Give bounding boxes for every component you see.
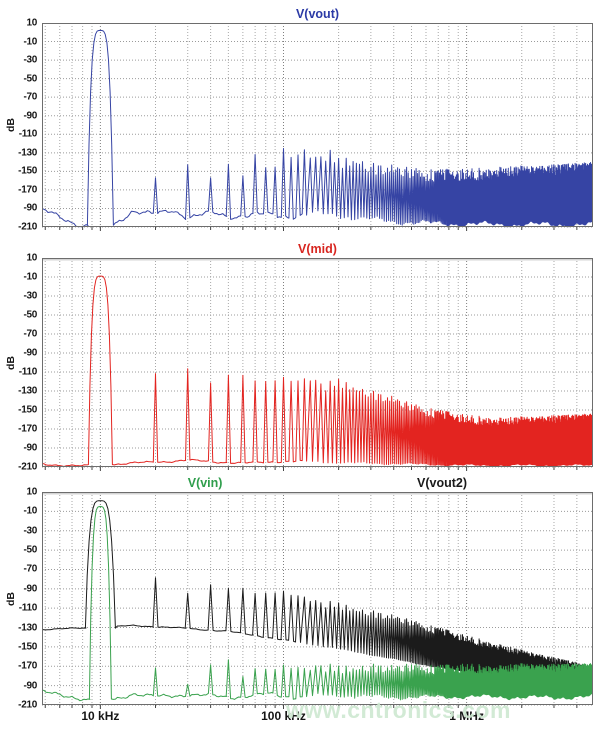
y-tick-label: -150 bbox=[18, 165, 37, 177]
series-V(vin) bbox=[42, 506, 593, 702]
y-tick-label: 10 bbox=[26, 486, 37, 498]
spectrum-panel-vin-vout2: V(vin) V(vout2) 10 -10 -30 -50 -70 -90 -110 -130… bbox=[0, 467, 600, 730]
y-tick-label: -170 bbox=[18, 660, 37, 672]
y-tick-label: -110 bbox=[18, 602, 38, 614]
y-tick-label: -90 bbox=[23, 110, 37, 122]
plot-title: V(vout2) bbox=[417, 476, 468, 490]
y-tick-label: -110 bbox=[18, 366, 38, 378]
y-tick-label: -90 bbox=[23, 583, 37, 595]
y-tick-label: -90 bbox=[23, 347, 37, 359]
y-tick-label: -170 bbox=[18, 423, 37, 435]
y-tick-label: -50 bbox=[23, 73, 37, 85]
series-V(vout2) bbox=[42, 500, 593, 692]
y-tick-label: -30 bbox=[23, 525, 37, 537]
watermark: www.cntronics.com bbox=[286, 697, 511, 723]
panel-title-row: V(mid) bbox=[42, 227, 593, 258]
y-axis-label: dB bbox=[5, 591, 17, 606]
y-tick-label: -210 bbox=[18, 699, 37, 711]
y-tick-label: -10 bbox=[23, 36, 37, 48]
x-tick-label: 10 kHz bbox=[81, 709, 120, 723]
plot-canvas bbox=[42, 23, 593, 231]
panel-title-row: V(vin) V(vout2) bbox=[42, 467, 593, 492]
x-tick-label: 1 MHz bbox=[449, 709, 484, 723]
x-axis-labels: 10 kHz 100 kHz 1 MHz bbox=[42, 705, 593, 730]
series-V(vout) bbox=[42, 29, 593, 228]
y-tick-label: -70 bbox=[23, 563, 37, 575]
y-tick-label: -50 bbox=[23, 309, 37, 321]
y-tick-label: -210 bbox=[18, 221, 37, 233]
y-tick-label: -70 bbox=[23, 91, 37, 103]
y-tick-label: -30 bbox=[23, 290, 37, 302]
plot-area: 10 -10 -30 -50 -70 -90 -110 -130 -150 -170 -90 -210… bbox=[5, 253, 593, 473]
spectrum-panel-vout: V(vout) 10 -10 -30 -50 -70 -90 -110 -130 -150 -17… bbox=[0, 0, 600, 233]
y-tick-label: -90 bbox=[23, 442, 37, 454]
series-V(mid) bbox=[42, 275, 593, 467]
y-tick-label: -130 bbox=[18, 622, 37, 634]
y-tick-label: -30 bbox=[23, 54, 37, 66]
y-tick-label: -10 bbox=[23, 505, 37, 517]
plot-canvas bbox=[42, 258, 593, 471]
spectrum-panel-vmid: V(mid) 10 -10 -30 -50 -70 -90 -110 -130 -150 -170… bbox=[0, 227, 600, 473]
plot-canvas bbox=[42, 492, 593, 709]
y-tick-label: -150 bbox=[18, 404, 37, 416]
y-tick-label: -110 bbox=[18, 128, 38, 140]
y-tick-label: -90 bbox=[23, 680, 37, 692]
y-axis-label: dB bbox=[5, 355, 17, 370]
plot-area: 10 -10 -30 -50 -70 -90 -110 -130 -150 -170 -90 -210… bbox=[5, 487, 593, 711]
y-tick-label: -10 bbox=[23, 271, 37, 283]
y-tick-label: -70 bbox=[23, 328, 37, 340]
y-tick-label: -130 bbox=[18, 147, 37, 159]
y-axis-label: dB bbox=[5, 118, 17, 132]
plot-title: V(vout) bbox=[295, 7, 340, 21]
y-tick-label: -90 bbox=[23, 202, 37, 214]
y-tick-label: -210 bbox=[18, 461, 37, 473]
y-tick-label: 10 bbox=[26, 252, 37, 264]
y-tick-label: 10 bbox=[26, 17, 37, 29]
y-tick-label: -170 bbox=[18, 184, 37, 196]
plot-title: V(mid) bbox=[298, 242, 337, 256]
panel-title-row: V(vout) bbox=[42, 0, 593, 23]
plot-title: V(vin) bbox=[187, 476, 223, 490]
x-tick-label: 100 kHz bbox=[261, 709, 306, 723]
y-tick-label: -130 bbox=[18, 385, 37, 397]
y-tick-label: -150 bbox=[18, 641, 37, 653]
y-tick-label: -50 bbox=[23, 544, 37, 556]
plot-area: 10 -10 -30 -50 -70 -90 -110 -130 -150 -170 -90 -210… bbox=[5, 18, 593, 233]
